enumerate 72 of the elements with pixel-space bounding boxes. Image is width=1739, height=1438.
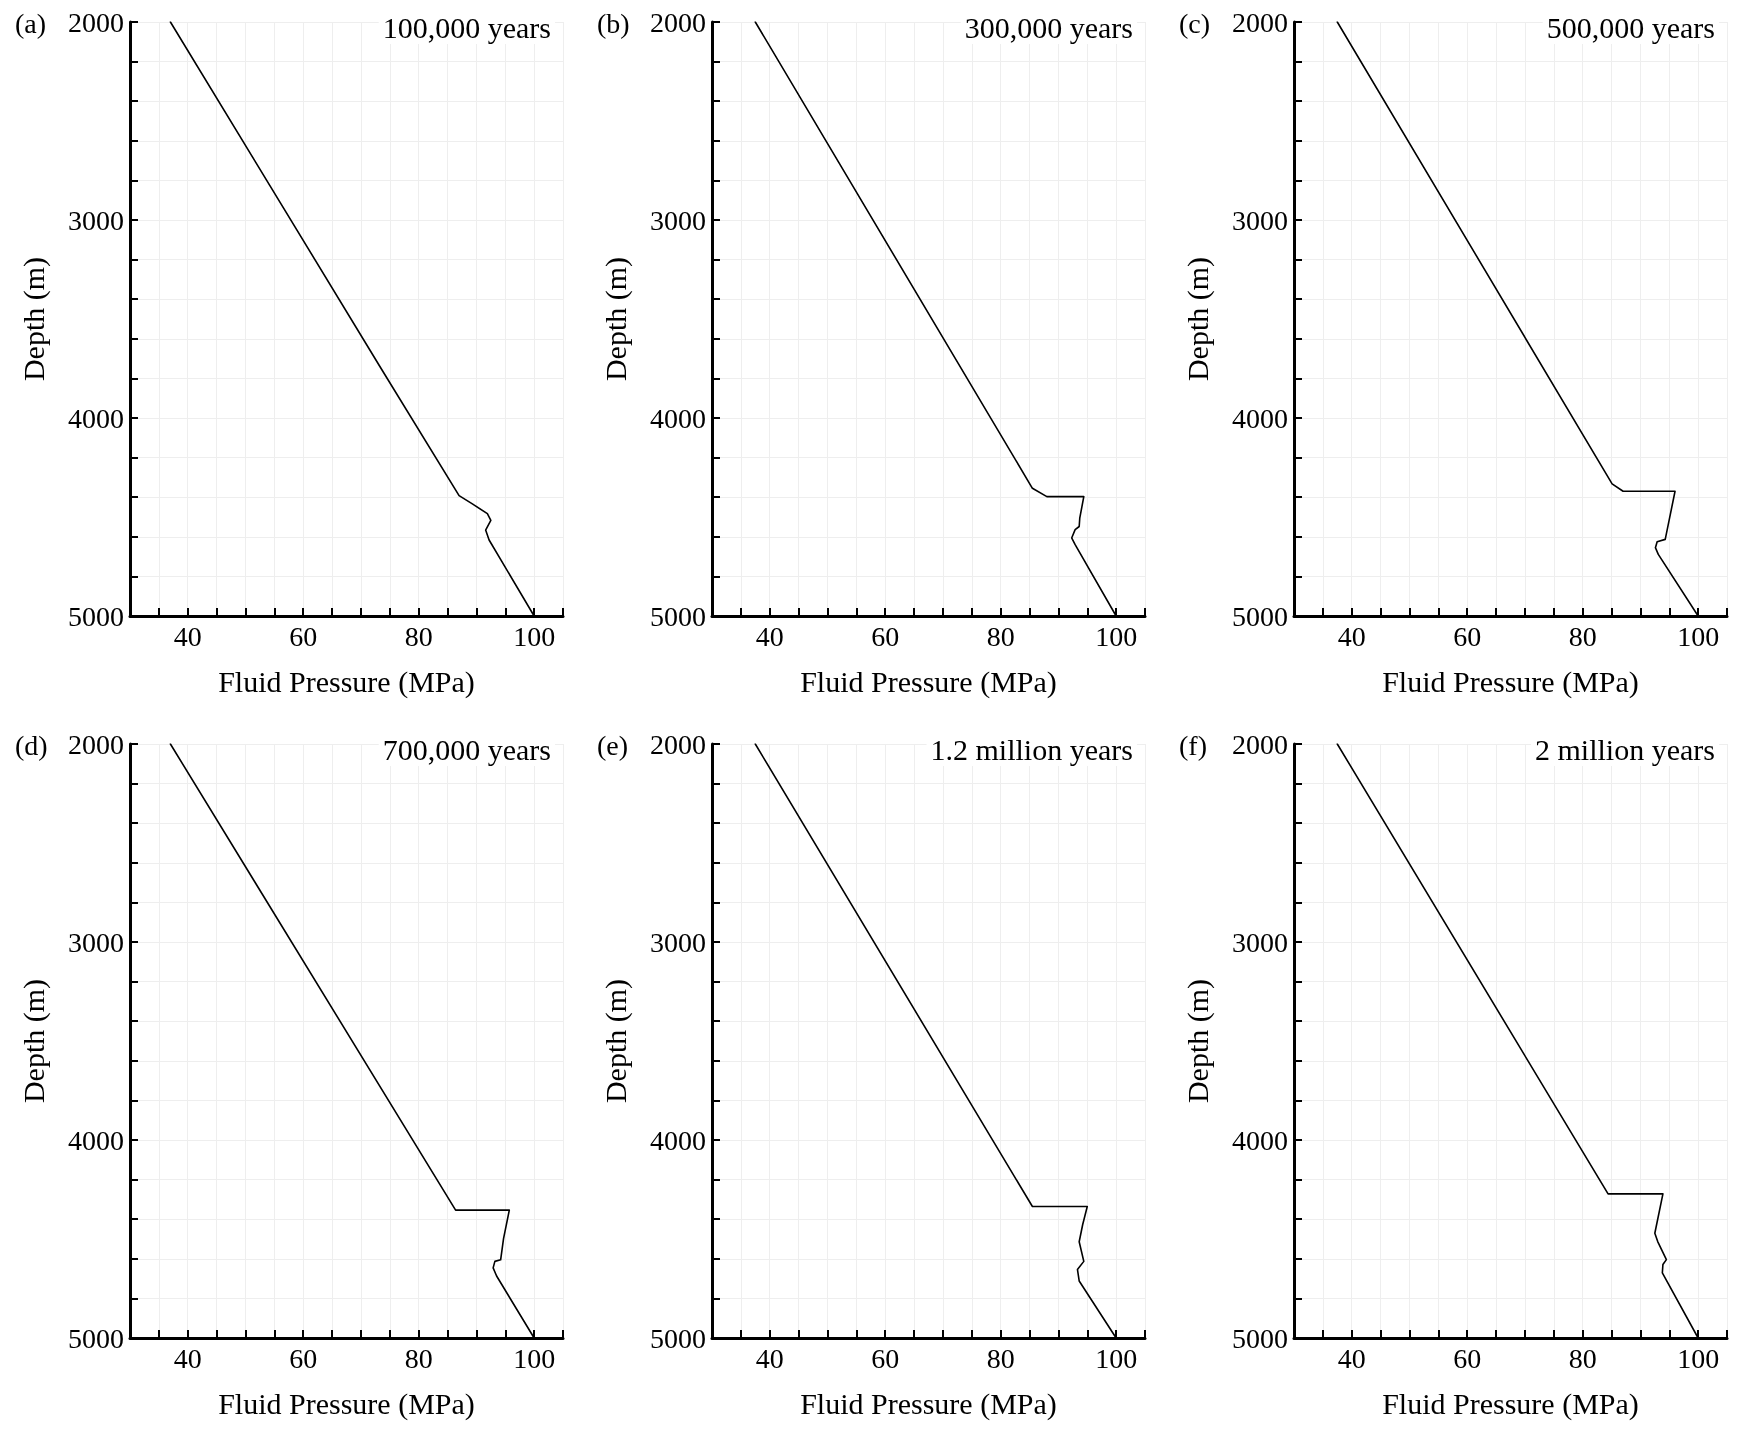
x-tick-label: 80 [404, 620, 433, 652]
x-tick-label: 40 [755, 1342, 784, 1374]
x-tick-label: 60 [289, 620, 318, 652]
y-axis-title: Depth (m) [598, 256, 633, 382]
y-tick-label: 5000 [68, 600, 124, 632]
annotation: 500,000 years [1546, 10, 1715, 44]
y-tick-label: 4000 [1232, 402, 1288, 434]
x-tick-label: 60 [1453, 1342, 1482, 1374]
y-tick-label: 5000 [650, 600, 706, 632]
x-tick-label: 100 [1677, 620, 1720, 652]
y-tick-label: 3000 [68, 926, 124, 958]
y-tick-label: 2000 [1232, 6, 1288, 38]
x-tick-label: 100 [1677, 1342, 1720, 1374]
x-tick-label: 40 [173, 620, 202, 652]
y-axis-title: Depth (m) [598, 978, 633, 1104]
annotation: 100,000 years [382, 10, 551, 44]
y-tick-label: 3000 [1232, 204, 1288, 236]
y-tick-label: 4000 [650, 1124, 706, 1156]
y-tick-label: 3000 [68, 204, 124, 236]
x-tick-label: 40 [755, 620, 784, 652]
x-tick-label: 80 [1568, 1342, 1597, 1374]
x-tick-label: 80 [1568, 620, 1597, 652]
y-tick-label: 5000 [68, 1322, 124, 1354]
x-tick-label: 60 [871, 620, 900, 652]
y-tick-label: 4000 [1232, 1124, 1288, 1156]
x-tick-label: 80 [986, 1342, 1015, 1374]
annotation: 1.2 million years [930, 732, 1134, 766]
x-tick-label: 100 [1095, 620, 1138, 652]
x-tick-label: 40 [173, 1342, 202, 1374]
y-tick-label: 3000 [1232, 926, 1288, 958]
y-tick-label: 5000 [1232, 600, 1288, 632]
y-tick-label: 2000 [1232, 728, 1288, 760]
chart-title: (d) [15, 729, 48, 761]
x-tick-label: 100 [513, 620, 556, 652]
x-tick-label: 100 [1095, 1342, 1138, 1374]
x-tick-label: 100 [513, 1342, 556, 1374]
x-axis-title: Fluid Pressure (MPa) [800, 664, 1057, 699]
x-tick-label: 60 [1453, 620, 1482, 652]
x-axis-title: Fluid Pressure (MPa) [1382, 664, 1639, 699]
annotation: 2 million years [1535, 732, 1716, 766]
annotation: 300,000 years [964, 10, 1133, 44]
x-axis-title: Fluid Pressure (MPa) [218, 1386, 475, 1421]
y-tick-label: 5000 [1232, 1322, 1288, 1354]
x-axis-title: Fluid Pressure (MPa) [800, 1386, 1057, 1421]
x-tick-label: 60 [871, 1342, 900, 1374]
x-tick-label: 80 [986, 620, 1015, 652]
y-axis-title: Depth (m) [16, 978, 51, 1104]
y-tick-label: 3000 [650, 204, 706, 236]
y-tick-label: 4000 [68, 402, 124, 434]
y-tick-label: 2000 [68, 728, 124, 760]
y-tick-label: 2000 [650, 6, 706, 38]
x-tick-label: 80 [404, 1342, 433, 1374]
y-tick-label: 2000 [650, 728, 706, 760]
x-tick-label: 40 [1337, 1342, 1366, 1374]
x-axis-title: Fluid Pressure (MPa) [218, 664, 475, 699]
y-tick-label: 2000 [68, 6, 124, 38]
x-tick-label: 60 [289, 1342, 318, 1374]
chart-title: (c) [1179, 7, 1211, 39]
x-tick-label: 40 [1337, 620, 1366, 652]
y-axis-title: Depth (m) [1180, 978, 1215, 1104]
x-axis-title: Fluid Pressure (MPa) [1382, 1386, 1639, 1421]
chart-title: (a) [15, 7, 47, 39]
y-tick-label: 5000 [650, 1322, 706, 1354]
y-tick-label: 3000 [650, 926, 706, 958]
chart-title: (e) [597, 729, 629, 761]
chart-title: (b) [597, 7, 630, 39]
annotation: 700,000 years [382, 732, 551, 766]
chart-title: (f) [1179, 729, 1207, 761]
y-axis-title: Depth (m) [16, 256, 51, 382]
y-tick-label: 4000 [650, 402, 706, 434]
y-axis-title: Depth (m) [1180, 256, 1215, 382]
y-tick-label: 4000 [68, 1124, 124, 1156]
